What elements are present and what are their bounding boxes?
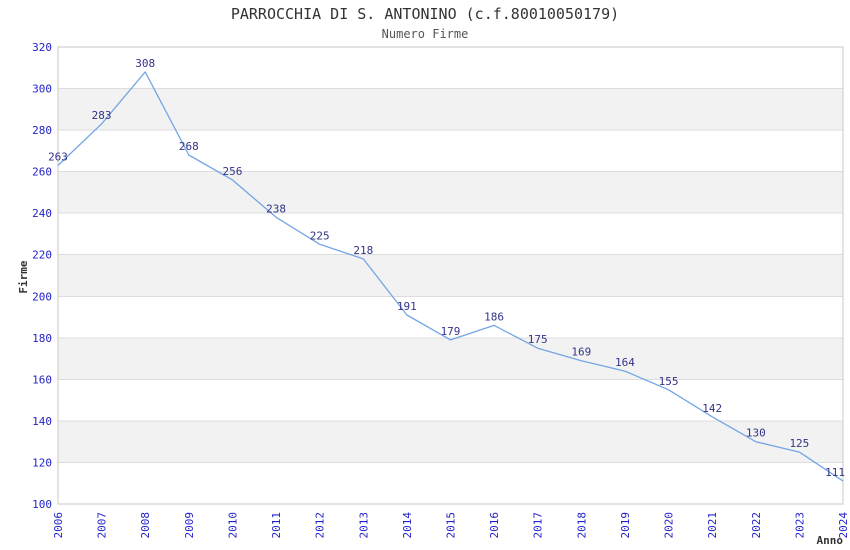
y-tick-label: 240	[32, 207, 52, 220]
data-point-label: 191	[397, 300, 417, 313]
data-point-label: 111	[825, 466, 845, 479]
y-tick-label: 220	[32, 249, 52, 262]
x-tick-label: 2019	[619, 512, 632, 539]
data-point-label: 155	[659, 375, 679, 388]
chart-subtitle: Numero Firme	[381, 27, 469, 41]
y-tick-label: 160	[32, 373, 52, 386]
x-axis-tick-labels: 2006 2007 2008 2009 2010 2011 2012 2013 2014 2015…	[52, 512, 850, 539]
y-tick-label: 320	[32, 41, 52, 54]
data-point-label: 283	[92, 109, 112, 122]
y-tick-label: 200	[32, 290, 52, 303]
data-point-label: 125	[789, 437, 809, 450]
x-tick-label: 2011	[270, 512, 283, 539]
y-tick-label: 260	[32, 166, 52, 179]
y-axis-tick-labels: 100 120 140 160 180 200 220 240 260 280 300 320	[32, 41, 52, 511]
data-point-label: 268	[179, 140, 199, 153]
x-tick-label: 2016	[488, 512, 501, 539]
x-tick-label: 2020	[663, 512, 676, 539]
y-tick-label: 180	[32, 332, 52, 345]
x-tick-label: 2009	[183, 512, 196, 539]
x-axis-title: Anno	[817, 534, 844, 547]
x-tick-label: 2014	[401, 512, 414, 539]
chart-title: PARROCCHIA DI S. ANTONINO (c.f.800100501…	[230, 5, 620, 23]
y-axis-title: Firme	[17, 260, 30, 293]
data-point-label: 169	[571, 346, 591, 359]
x-tick-label: 2022	[750, 512, 763, 539]
data-point-label: 175	[528, 333, 548, 346]
series-line	[57, 71, 844, 482]
chart-bands	[58, 88, 843, 463]
data-point-label: 263	[48, 150, 68, 163]
data-point-label: 164	[615, 356, 635, 369]
x-tick-label: 2012	[314, 512, 327, 539]
data-point-label: 142	[702, 402, 722, 415]
y-tick-label: 140	[32, 415, 52, 428]
band-row	[58, 254, 843, 297]
data-point-label: 238	[266, 202, 286, 215]
x-tick-label: 2008	[139, 512, 152, 539]
data-point-label: 186	[484, 310, 504, 323]
x-tick-label: 2021	[706, 512, 719, 539]
band-row	[58, 171, 843, 214]
chart-point-labels: 263 283 308 268 256 238 225 218 191 179 186 175 169 1…	[48, 57, 845, 479]
band-row	[58, 337, 843, 380]
y-tick-label: 100	[32, 498, 52, 511]
plot-border	[57, 46, 844, 505]
data-point-label: 179	[441, 325, 461, 338]
data-point-label: 130	[746, 427, 766, 440]
data-point-label: 225	[310, 229, 330, 242]
x-tick-label: 2024	[837, 512, 850, 539]
band-row	[58, 88, 843, 131]
x-tick-label: 2010	[226, 512, 239, 539]
x-tick-label: 2013	[357, 512, 370, 539]
data-point-label: 308	[135, 57, 155, 70]
x-tick-label: 2007	[96, 512, 109, 539]
data-point-label: 218	[353, 244, 373, 257]
x-tick-label: 2015	[445, 512, 458, 539]
y-tick-label: 280	[32, 124, 52, 137]
band-row	[58, 420, 843, 463]
data-point-label: 256	[223, 165, 243, 178]
y-tick-label: 120	[32, 456, 52, 469]
x-tick-label: 2017	[532, 512, 545, 539]
y-tick-label: 300	[32, 83, 52, 96]
x-tick-label: 2006	[52, 512, 65, 539]
chart-grid	[58, 88, 843, 463]
chart-series	[57, 71, 844, 482]
x-tick-label: 2023	[793, 512, 806, 539]
x-tick-label: 2018	[575, 512, 588, 539]
